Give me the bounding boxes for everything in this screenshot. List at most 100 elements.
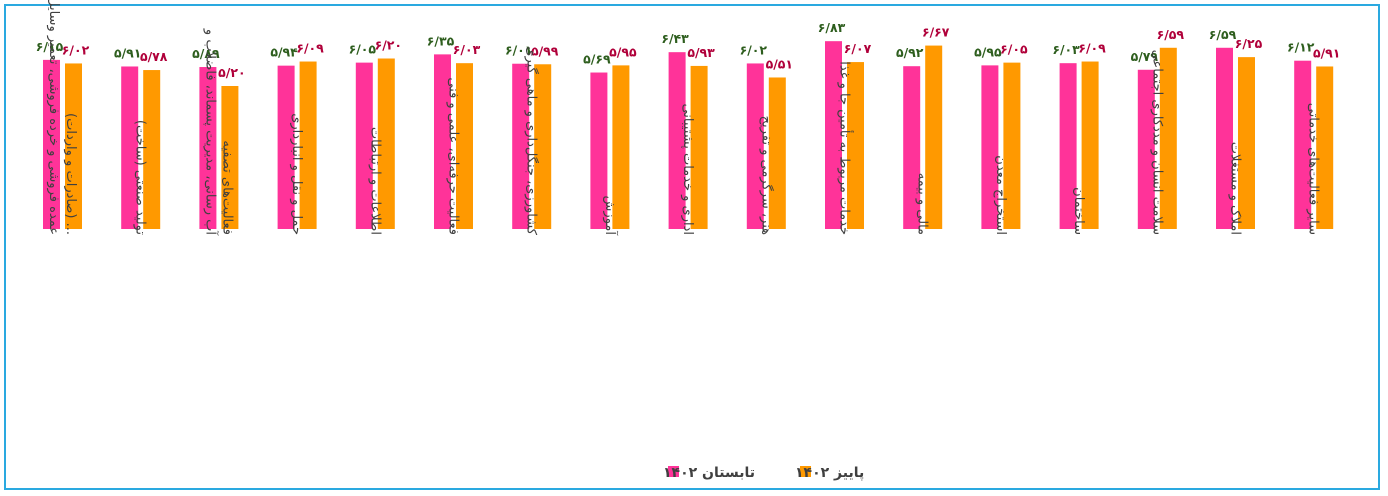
value-label: ۶/۰۲ bbox=[62, 42, 90, 57]
value-label: ۶/۴۳ bbox=[661, 31, 689, 46]
bar-autumn-12 bbox=[1003, 62, 1021, 229]
value-label: ۵/۹۹ bbox=[531, 43, 559, 58]
category-label-group: اداری و خدمات پشتیبانی bbox=[680, 103, 695, 235]
category-label-group: هنر، سرگرمی و تفریح bbox=[758, 116, 774, 236]
legend-swatch-summer bbox=[668, 466, 679, 477]
value-label: ۵/۸۹ bbox=[192, 46, 220, 61]
bar-autumn-10 bbox=[847, 62, 864, 230]
category-label-group: فعالیت حرفه‌ای، علمی و فنی bbox=[446, 77, 461, 235]
value-label: ۶/۳۵ bbox=[427, 33, 455, 48]
category-label-group: کشاورزی، جنگل‌داری و ماهی گیری bbox=[524, 46, 540, 235]
category-label: کشاورزی، جنگل‌داری و ماهی گیری bbox=[524, 46, 540, 235]
category-label: عمده فروشی و خرده فروشی، تعمیر وسایل و bbox=[46, 0, 61, 235]
value-label: ۶/۰۱ bbox=[505, 43, 532, 58]
bar-autumn-8 bbox=[690, 65, 708, 229]
category-label-group: آب رسانی، مدیریت پسماند، فاضلاب و فعالیت‌… bbox=[202, 28, 234, 236]
value-label: ۵/۵۱ bbox=[766, 56, 793, 71]
bar-summer-8 bbox=[668, 52, 686, 229]
value-label: ۵/۲۰ bbox=[218, 65, 245, 80]
category-label: تولید صنعتی (ساخت) bbox=[133, 120, 148, 235]
value-label: ۶/۱۵ bbox=[36, 39, 64, 54]
category-label-group: سلامت انسان و مددکاری اجتماعی bbox=[1149, 50, 1164, 235]
bar-summer-3 bbox=[277, 65, 295, 230]
value-label: ۶/۰۷ bbox=[844, 41, 872, 56]
bar-summer-9 bbox=[746, 63, 764, 230]
value-label: ۶/۶۷ bbox=[922, 25, 950, 40]
legend-label-autumn: پاییز ۱۴۰۲ bbox=[795, 465, 864, 481]
bar-autumn-7 bbox=[612, 65, 630, 229]
bar-summer-7 bbox=[590, 72, 608, 230]
bar-autumn-11 bbox=[925, 45, 943, 230]
category-label: املاک و مستغلات bbox=[1228, 142, 1243, 235]
legend-swatch-autumn bbox=[800, 466, 811, 477]
bar-autumn-2 bbox=[221, 86, 239, 229]
bar-summer-2 bbox=[199, 67, 217, 230]
bar-summer-4 bbox=[355, 62, 373, 229]
value-label: ۶/۰۹ bbox=[1078, 41, 1106, 56]
value-labels-group: ۶/۱۵۶/۰۲ ۵/۹۱۵/۷۸ ۵/۸۹۵/۲۰۵/۹۴۶/۰۹ ۶/۰۵۶/۲۰… bbox=[36, 20, 1341, 80]
category-label: اطلاعات و ارتباطات bbox=[367, 127, 382, 235]
category-label: فعالیت حرفه‌ای، علمی و فنی bbox=[446, 77, 461, 235]
bar-summer-12 bbox=[981, 65, 999, 229]
category-label: سلامت انسان و مددکاری اجتماعی bbox=[1149, 50, 1164, 235]
value-label: ۵/۷۸ bbox=[140, 49, 168, 64]
value-label: ۶/۰۹ bbox=[296, 41, 324, 56]
bar-summer-0 bbox=[43, 59, 60, 229]
bar-summer-16 bbox=[1294, 60, 1312, 230]
category-label: اداری و خدمات پشتیبانی bbox=[680, 103, 695, 235]
bar-summer-10 bbox=[825, 41, 842, 229]
category-label-group: اطلاعات و ارتباطات bbox=[367, 127, 382, 235]
value-label: ۶/۰۲ bbox=[740, 42, 768, 57]
category-label: آموزش bbox=[602, 196, 619, 237]
bar-summer-15 bbox=[1216, 47, 1233, 230]
bars-group bbox=[43, 41, 1334, 230]
bar-autumn-9 bbox=[768, 77, 786, 229]
bar-summer-11 bbox=[903, 66, 921, 229]
value-label: ۵/۷۹ bbox=[1131, 49, 1159, 64]
category-label-group: آموزش bbox=[602, 196, 619, 237]
value-label: ۵/۹۵ bbox=[974, 44, 1002, 59]
bar-summer-13 bbox=[1059, 63, 1077, 229]
value-label: ۶/۲۰ bbox=[375, 38, 402, 53]
category-label: ساختمان bbox=[1071, 187, 1086, 235]
legend: تابستان ۱۴۰۲ پاییز ۱۴۰۲ bbox=[663, 465, 864, 481]
category-label: سایر فعالیت‌های خدماتی bbox=[1306, 103, 1321, 235]
bar-autumn-14 bbox=[1159, 47, 1177, 230]
bar-summer-5 bbox=[434, 54, 451, 229]
value-label: ۵/۹۳ bbox=[687, 45, 715, 60]
category-label-group: مالی و بیمه bbox=[915, 173, 930, 235]
bar-autumn-0 bbox=[65, 63, 82, 230]
category-label: خدمات مربوط به تأمین جا و غذا bbox=[837, 61, 855, 235]
bar-autumn-13 bbox=[1081, 61, 1099, 230]
category-label: ... (صادرات و واردات) bbox=[63, 113, 78, 235]
value-label: ۵/۹۲ bbox=[896, 45, 924, 60]
category-label-group: استخراج معدن bbox=[993, 155, 1008, 235]
value-label: ۶/۰۳ bbox=[453, 42, 481, 57]
value-label: ۶/۵۹ bbox=[1157, 27, 1185, 42]
bar-autumn-3 bbox=[299, 61, 317, 230]
category-label: حمل و نقل و انبارداری bbox=[289, 113, 304, 235]
value-label: ۶/۲۵ bbox=[1235, 36, 1263, 51]
category-label-group: ساختمان bbox=[1071, 187, 1086, 235]
category-label-group: خدمات مربوط به تأمین جا و غذا bbox=[837, 61, 855, 235]
value-label: ۵/۹۴ bbox=[270, 45, 298, 60]
bar-autumn-15 bbox=[1238, 57, 1255, 229]
bar-autumn-4 bbox=[377, 58, 395, 229]
category-label: هنر، سرگرمی و تفریح bbox=[758, 116, 774, 236]
category-label: آب رسانی، مدیریت پسماند، فاضلاب و bbox=[202, 28, 219, 236]
category-label-group: املاک و مستغلات bbox=[1228, 142, 1243, 235]
value-label: ۶/۰۳ bbox=[1052, 42, 1080, 57]
bar-autumn-16 bbox=[1316, 66, 1334, 229]
bar-summer-14 bbox=[1137, 69, 1155, 230]
value-label: ۶/۰۵ bbox=[1000, 42, 1028, 57]
value-label: ۵/۹۱ bbox=[1313, 45, 1340, 60]
value-label: ۵/۹۵ bbox=[609, 44, 637, 59]
category-label: فعالیت‌های تصفیه bbox=[219, 140, 234, 235]
value-label: ۵/۶۹ bbox=[583, 52, 611, 67]
value-label: ۶/۵۹ bbox=[1209, 27, 1237, 42]
category-label: استخراج معدن bbox=[993, 155, 1008, 235]
category-label-group: عمده فروشی و خرده فروشی، تعمیر وسایل و..… bbox=[46, 0, 78, 235]
category-label: مالی و بیمه bbox=[915, 173, 930, 235]
legend-label-summer: تابستان ۱۴۰۲ bbox=[663, 465, 755, 481]
category-labels-group: عمده فروشی و خرده فروشی، تعمیر وسایل و..… bbox=[46, 0, 1321, 236]
